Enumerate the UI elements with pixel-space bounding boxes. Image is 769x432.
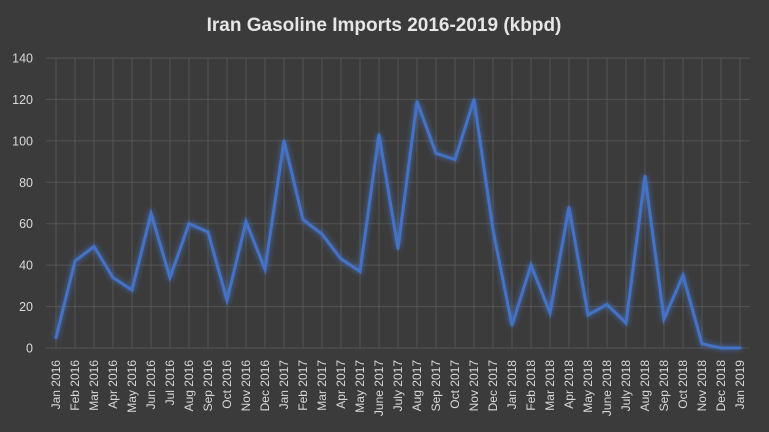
data-point <box>453 158 457 161</box>
x-tick-label: Mar 2018 <box>543 360 557 411</box>
data-point <box>282 139 286 143</box>
data-point <box>358 270 362 273</box>
data-point <box>605 303 609 306</box>
x-tick-label: Dec 2016 <box>258 360 272 412</box>
data-point <box>700 342 704 346</box>
chart-title: Iran Gasoline Imports 2016-2019 (kbpd) <box>207 15 562 36</box>
gridlines <box>46 57 750 349</box>
series-layer <box>54 98 742 350</box>
y-tick-label: 0 <box>26 342 33 356</box>
data-point <box>225 299 229 302</box>
x-tick-label: Feb 2016 <box>68 360 82 411</box>
data-point <box>434 151 438 155</box>
x-tick-label: Sep 2018 <box>657 360 671 412</box>
data-point <box>301 218 305 222</box>
x-tick-label: July 2018 <box>619 360 633 412</box>
y-tick-label: 80 <box>19 176 33 190</box>
data-point <box>472 98 476 101</box>
x-tick-label: June 2018 <box>600 360 614 416</box>
x-tick-label: May 2018 <box>581 360 595 413</box>
y-tick-label: 140 <box>12 52 33 66</box>
x-tick-label: June 2017 <box>372 360 386 416</box>
data-point <box>415 100 419 103</box>
data-point <box>149 212 153 215</box>
x-tick-label: Apr 2017 <box>334 360 348 409</box>
x-tick-label: Jan 2018 <box>505 360 519 410</box>
data-point <box>662 317 666 321</box>
data-point <box>244 220 248 224</box>
x-tick-label: Jan 2017 <box>277 360 291 410</box>
y-tick-label: 20 <box>19 300 33 314</box>
data-point <box>586 313 590 317</box>
data-point <box>719 346 723 350</box>
y-tick-label: 120 <box>12 93 33 107</box>
x-tick-label: Nov 2016 <box>239 360 253 412</box>
x-tick-label: Feb 2017 <box>296 360 310 411</box>
x-tick-label: May 2017 <box>353 360 367 413</box>
x-tick-label: Sep 2016 <box>201 360 215 412</box>
x-tick-label: Jan 2019 <box>733 360 747 410</box>
data-point <box>643 174 647 178</box>
data-point <box>130 288 134 292</box>
data-point <box>377 133 381 137</box>
x-tick-label: Jul 2016 <box>163 360 177 406</box>
x-tick-label: Oct 2018 <box>676 360 690 409</box>
x-tick-label: Apr 2016 <box>106 360 120 409</box>
x-tick-label: Feb 2018 <box>524 360 538 411</box>
x-tick-label: Mar 2017 <box>315 360 329 411</box>
data-point <box>510 323 514 327</box>
data-point <box>187 222 191 226</box>
data-point <box>396 247 400 251</box>
data-point <box>567 205 571 209</box>
data-point <box>491 228 495 232</box>
data-point <box>320 232 324 236</box>
data-point <box>111 276 115 279</box>
x-tick-label: Dec 2017 <box>486 360 500 412</box>
x-tick-label: Jan 2016 <box>49 360 63 410</box>
x-tick-label: Mar 2016 <box>87 360 101 411</box>
x-tick-label: Oct 2017 <box>448 360 462 409</box>
data-point <box>73 259 77 263</box>
x-tick-label: Nov 2017 <box>467 360 481 412</box>
y-axis-ticks: 0 20 40 60 80 100 120 140 <box>12 52 33 356</box>
data-point <box>548 311 552 315</box>
data-point <box>681 274 685 277</box>
x-tick-label: Apr 2018 <box>562 360 576 409</box>
x-tick-label: Jun 2016 <box>144 360 158 410</box>
y-tick-label: 40 <box>19 259 33 273</box>
data-point <box>206 230 210 234</box>
data-point <box>339 257 343 261</box>
x-tick-label: Aug 2016 <box>182 360 196 412</box>
data-point <box>168 276 172 279</box>
y-tick-label: 60 <box>19 217 33 231</box>
x-tick-label: May 2016 <box>125 360 139 413</box>
x-tick-label: Aug 2018 <box>638 360 652 412</box>
data-point <box>624 321 628 325</box>
x-tick-label: Oct 2016 <box>220 360 234 409</box>
x-tick-label: July 2017 <box>391 360 405 412</box>
data-point <box>263 267 267 271</box>
x-tick-label: Sep 2017 <box>429 360 443 412</box>
x-tick-label: Nov 2018 <box>695 360 709 412</box>
x-axis-ticks: Jan 2016 Feb 2016 Mar 2016 Apr 2016 May 2016… <box>49 360 747 416</box>
data-point <box>92 245 96 248</box>
x-tick-label: Dec 2018 <box>714 360 728 412</box>
data-point <box>529 263 533 267</box>
data-point <box>738 346 742 350</box>
x-tick-label: Aug 2017 <box>410 360 424 412</box>
data-point <box>54 336 58 339</box>
y-tick-label: 100 <box>12 134 33 148</box>
